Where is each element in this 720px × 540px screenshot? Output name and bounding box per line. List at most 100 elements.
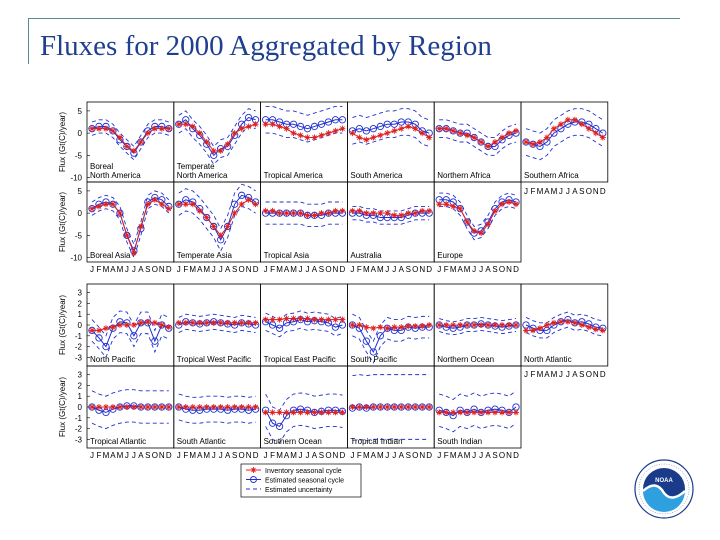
region-label: North America <box>90 171 141 180</box>
inventory-point <box>398 324 405 331</box>
y-tick-label: 5 <box>78 107 83 116</box>
month-tick-label: A <box>312 451 318 460</box>
month-tick-label: F <box>97 451 102 460</box>
month-tick-label: J <box>524 187 528 196</box>
header-accent <box>28 18 29 64</box>
inventory-point <box>116 134 123 141</box>
month-tick-label: A <box>485 451 491 460</box>
inventory-point <box>116 404 123 410</box>
estimated-point <box>102 342 110 351</box>
y-tick-label: 0 <box>78 209 83 218</box>
uncertainty-upper-line <box>352 313 430 343</box>
region-label: Northern Ocean <box>437 355 494 364</box>
panel-frame <box>433 181 522 263</box>
estimated-point <box>137 138 145 146</box>
inventory-point <box>290 409 297 416</box>
month-tick-label: J <box>559 187 563 196</box>
inventory-point <box>536 139 543 145</box>
inventory-point <box>426 134 433 141</box>
month-tick-label: J <box>392 265 396 274</box>
estimated-point <box>231 200 239 208</box>
inventory-point <box>506 409 513 416</box>
inventory-point <box>203 404 210 410</box>
estimated-point <box>296 122 305 131</box>
inventory-point <box>297 210 304 217</box>
month-tick-label: S <box>145 265 150 274</box>
estimated-point <box>158 321 166 329</box>
inventory-point <box>297 409 304 416</box>
inventory-point <box>370 210 377 217</box>
inventory-point <box>116 210 123 217</box>
inventory-point <box>182 404 189 410</box>
estimated-point <box>477 138 485 146</box>
uncertainty-lower-line <box>352 438 430 441</box>
inventory-point <box>102 404 109 410</box>
inventory-point <box>224 141 231 148</box>
inventory-point <box>523 327 529 334</box>
inventory-point <box>599 134 606 141</box>
inventory-point <box>356 207 363 214</box>
inventory-point <box>165 324 172 331</box>
inventory-point <box>89 205 95 212</box>
inventory-point <box>109 201 116 208</box>
month-tick-label: A <box>110 265 116 274</box>
month-tick-label: F <box>357 265 362 274</box>
estimated-point <box>355 125 364 133</box>
inventory-point <box>311 316 318 323</box>
region-label: Tropical West Pacific <box>177 355 251 364</box>
uncertainty-lower-line <box>91 203 170 259</box>
month-tick-label: M <box>103 451 110 460</box>
month-tick-label: D <box>426 451 432 460</box>
month-tick-label: O <box>499 265 505 274</box>
month-tick-label: A <box>284 451 290 460</box>
month-tick-label: J <box>479 451 483 460</box>
inventory-point <box>384 325 391 332</box>
estimated-point <box>397 118 405 126</box>
inventory-point <box>325 130 332 137</box>
estimated-point <box>116 209 124 217</box>
inventory-point <box>478 322 485 328</box>
region-label: Tropical Atlantic <box>90 437 146 446</box>
month-tick-label: D <box>166 265 172 274</box>
inventory-point <box>499 201 506 208</box>
inventory-point <box>443 322 450 328</box>
inventory-point <box>109 324 116 331</box>
month-tick-label: M <box>551 187 558 196</box>
inventory-point <box>137 139 144 145</box>
inventory-point <box>412 323 419 330</box>
inventory-point <box>564 318 571 325</box>
inventory-point <box>269 207 276 214</box>
uncertainty-upper-line <box>91 389 169 397</box>
inventory-point <box>513 201 519 208</box>
inventory-point <box>203 139 210 145</box>
uncertainty-upper-line <box>439 390 517 400</box>
month-tick-label: J <box>299 265 303 274</box>
estimated-point <box>268 419 277 427</box>
panel-frame <box>260 101 348 183</box>
estimated-line <box>265 319 343 329</box>
inventory-point <box>217 232 224 239</box>
inventory-point <box>224 223 231 230</box>
uncertainty-lower-line <box>178 205 256 252</box>
month-tick-label: J <box>132 265 136 274</box>
inventory-point <box>144 404 151 410</box>
month-tick-label: N <box>246 451 252 460</box>
region-label: Boreal <box>90 162 113 171</box>
uncertainty-lower-line <box>525 134 604 161</box>
uncertainty-lower-line <box>91 332 169 359</box>
panel-frame <box>520 101 609 183</box>
inventory-point <box>245 196 252 203</box>
y-tick-label: 1 <box>78 392 83 401</box>
legend-label: Estimated seasonal cycle <box>265 478 344 485</box>
month-tick-label: F <box>531 187 536 196</box>
estimated-point <box>376 332 384 340</box>
header-rule <box>28 18 680 19</box>
inventory-point <box>471 227 478 234</box>
uncertainty-upper-line <box>439 119 517 139</box>
uncertainty-lower-line <box>265 132 343 143</box>
inventory-point <box>513 409 519 416</box>
inventory-point <box>304 315 311 322</box>
inventory-point <box>419 207 426 214</box>
region-label: South Atlantic <box>177 437 226 446</box>
month-tick-label: D <box>426 265 432 274</box>
